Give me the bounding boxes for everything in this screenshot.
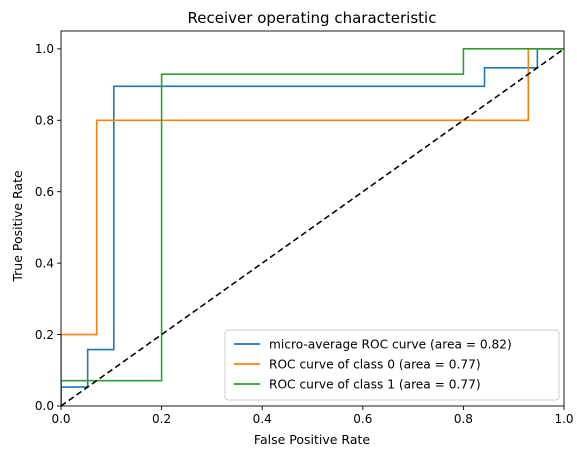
series-line-2 (61, 48, 564, 406)
y-tick-label: 0.8 (35, 113, 54, 127)
plot-area: 0.0 0.2 0.4 0.6 0.8 1.0 0.0 0.2 0.4 0.6 0.8 1.0 (35, 30, 574, 426)
y-tick-label: 0.0 (35, 399, 54, 413)
x-tick-label: 0.0 (51, 412, 70, 426)
y-tick-label: 0.2 (35, 328, 54, 342)
series-group (61, 48, 564, 406)
axes-frame (60, 30, 565, 407)
legend-label-0: micro-average ROC curve (area = 0.82) (269, 337, 512, 351)
legend-label-1: ROC curve of class 0 (area = 0.77) (269, 357, 481, 371)
x-tick-label: 0.8 (454, 412, 473, 426)
x-tick-label: 1.0 (554, 412, 573, 426)
reference-diagonal-line (61, 48, 564, 406)
x-tick-label: 0.2 (152, 412, 171, 426)
x-tick-label: 0.4 (253, 412, 272, 426)
y-tick-label: 0.4 (35, 256, 54, 270)
series-line-0 (61, 48, 564, 406)
y-tick-label: 0.6 (35, 185, 54, 199)
y-tick-label: 1.0 (35, 42, 54, 56)
legend: micro-average ROC curve (area = 0.82) ROC… (224, 329, 560, 401)
x-axis-label: False Positive Rate (254, 432, 370, 447)
legend-box (224, 329, 560, 401)
y-axis-label: True Positive Rate (10, 170, 25, 283)
legend-label-2: ROC curve of class 1 (area = 0.77) (269, 377, 481, 391)
chart-title: Receiver operating characteristic (188, 9, 437, 27)
x-tick-label: 0.6 (353, 412, 372, 426)
